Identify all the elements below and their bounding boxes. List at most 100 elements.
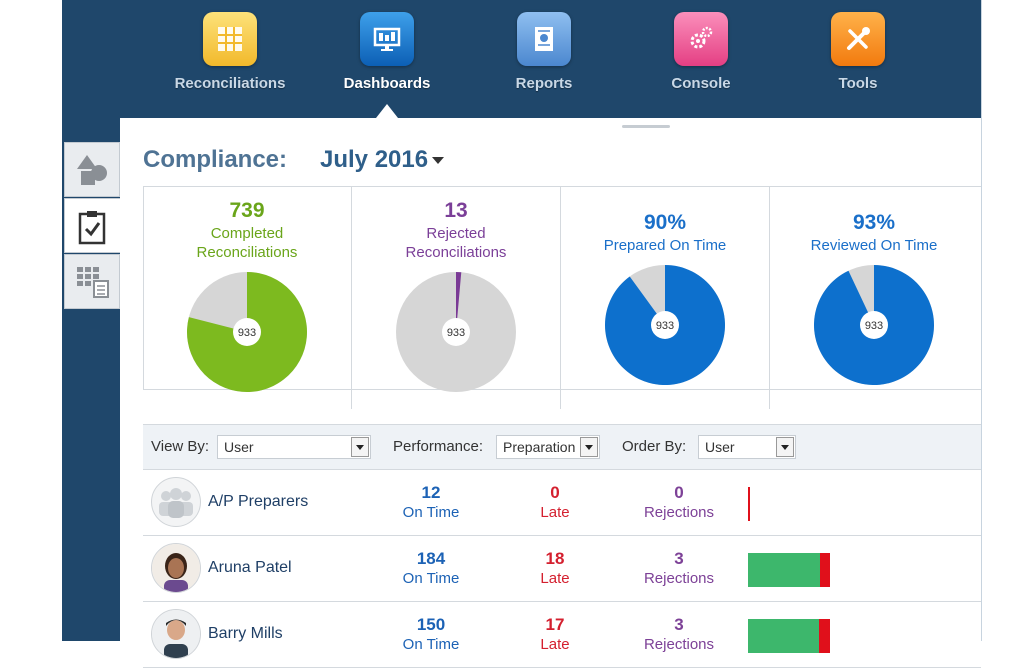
side-tab-table[interactable] <box>64 254 120 309</box>
gears-icon <box>674 12 728 66</box>
summary-tiles <box>143 186 981 390</box>
late-metric: 0 Late <box>505 483 605 523</box>
side-tab-compliance[interactable] <box>64 198 122 253</box>
rejections-count: 3 <box>674 549 684 568</box>
rejections-label: Rejections <box>643 636 715 653</box>
dropdown-arrow-icon <box>580 437 598 457</box>
tile-prepared-on-time[interactable]: 90% Prepared On Time 933 <box>561 210 769 387</box>
on-time-count: 12 <box>421 483 441 502</box>
rejections-label: Rejections <box>643 570 715 587</box>
caret-down-icon <box>432 157 445 165</box>
pie-center-total: 933 <box>656 320 674 332</box>
nav-console[interactable]: Console <box>631 12 771 92</box>
clipboard-check-icon <box>78 211 106 245</box>
bar-late-segment <box>819 619 830 653</box>
monitor-icon <box>360 12 414 66</box>
tile-divider <box>351 187 352 409</box>
grid-icon <box>203 12 257 66</box>
period-selector[interactable]: July 2016 <box>320 146 445 174</box>
nav-label: Reconciliations <box>174 75 286 92</box>
tile-value: 739 <box>229 199 265 222</box>
bar-on-time-segment <box>748 619 819 653</box>
tools-icon <box>831 12 885 66</box>
rejections-count: 0 <box>674 483 684 502</box>
table-row[interactable]: Barry Mills 150 On Time 17 Late 3 Rejection… <box>143 602 981 668</box>
nav-label: Tools <box>838 75 878 92</box>
user-avatar <box>151 609 201 659</box>
late-count: 18 <box>545 549 565 568</box>
pie-center-hole <box>651 311 679 339</box>
select-value: User <box>705 439 735 455</box>
bar-on-time-segment <box>748 553 820 587</box>
rejected-pie-chart: 933 <box>396 272 516 392</box>
late-count: 17 <box>545 615 565 634</box>
user-avatar <box>151 543 201 593</box>
pie-value-slice <box>456 272 462 332</box>
on-time-label: On Time <box>402 570 460 587</box>
tile-label: Reconciliations <box>405 244 507 261</box>
on-time-count: 184 <box>416 549 446 568</box>
row-name: Aruna Patel <box>208 559 292 576</box>
reviewed-pie-chart: 933 <box>814 265 934 385</box>
rejections-metric: 3 Rejections <box>629 549 729 589</box>
tile-label: Prepared On Time <box>603 237 727 254</box>
period-value: July 2016 <box>320 146 429 173</box>
report-icon <box>517 12 571 66</box>
rejections-metric: 3 Rejections <box>629 615 729 655</box>
filter-toolbar: View By: User Performance: Preparation O… <box>143 424 981 470</box>
nav-dashboards[interactable]: Dashboards <box>317 12 457 92</box>
nav-reports[interactable]: Reports <box>474 12 614 92</box>
on-time-label: On Time <box>402 504 460 521</box>
on-time-metric: 150 On Time <box>381 615 481 655</box>
pie-center-total: 933 <box>865 320 883 332</box>
tile-label: Reviewed On Time <box>810 237 938 254</box>
on-time-count: 150 <box>416 615 446 634</box>
side-tab-shapes[interactable] <box>64 142 120 197</box>
late-label: Late <box>540 636 570 653</box>
order-by-label: Order By: <box>622 438 687 455</box>
rejections-metric: 0 Rejections <box>629 483 729 523</box>
tile-value: 13 <box>444 199 468 222</box>
on-time-label: On Time <box>402 636 460 653</box>
nav-tools[interactable]: Tools <box>788 12 928 92</box>
prepared-pie-chart: 933 <box>605 265 725 385</box>
view-by-select[interactable]: User <box>217 435 371 459</box>
dropdown-arrow-icon <box>351 437 369 457</box>
nav-reconciliations[interactable]: Reconciliations <box>160 12 300 92</box>
pie-center-total: 933 <box>447 327 465 339</box>
tile-divider <box>769 187 770 409</box>
table-row[interactable]: A/P Preparers 12 On Time 0 Late 0 Rejection… <box>143 470 981 536</box>
group-avatar-icon <box>151 477 201 527</box>
pie-center-total: 933 <box>238 327 256 339</box>
tile-value: 90% <box>643 211 687 234</box>
row-name: A/P Preparers <box>208 493 309 510</box>
bar-zero-marker <box>748 487 750 521</box>
table-row[interactable]: Aruna Patel 184 On Time 18 Late 3 Rejection… <box>143 536 981 602</box>
tile-rejected[interactable]: 13 Rejected Reconciliations 933 <box>352 198 560 394</box>
table-grid-icon <box>77 267 109 298</box>
pie-center-hole <box>860 311 888 339</box>
shapes-icon <box>77 155 107 185</box>
on-time-metric: 184 On Time <box>381 549 481 589</box>
select-value: Preparation <box>503 439 576 455</box>
panel-grip[interactable] <box>622 125 670 128</box>
rejections-count: 3 <box>674 615 684 634</box>
active-nav-pointer <box>376 104 398 118</box>
late-label: Late <box>540 570 570 587</box>
performance-select[interactable]: Preparation <box>496 435 600 459</box>
tile-reviewed-on-time[interactable]: 93% Reviewed On Time 933 <box>770 210 978 387</box>
pie-center-hole <box>233 318 261 346</box>
late-metric: 18 Late <box>505 549 605 589</box>
rejections-label: Rejections <box>643 504 715 521</box>
late-count: 0 <box>550 483 560 502</box>
tile-completed[interactable]: 739 Completed Reconciliations 933 <box>143 198 351 394</box>
dropdown-arrow-icon <box>776 437 794 457</box>
page-title: Compliance: <box>143 146 288 173</box>
late-label: Late <box>540 504 570 521</box>
performance-label: Performance: <box>393 438 484 455</box>
view-by-label: View By: <box>151 438 210 455</box>
pie-center-hole <box>442 318 470 346</box>
nav-label: Dashboards <box>343 75 431 92</box>
tile-value: 93% <box>852 211 896 234</box>
order-by-select[interactable]: User <box>698 435 796 459</box>
